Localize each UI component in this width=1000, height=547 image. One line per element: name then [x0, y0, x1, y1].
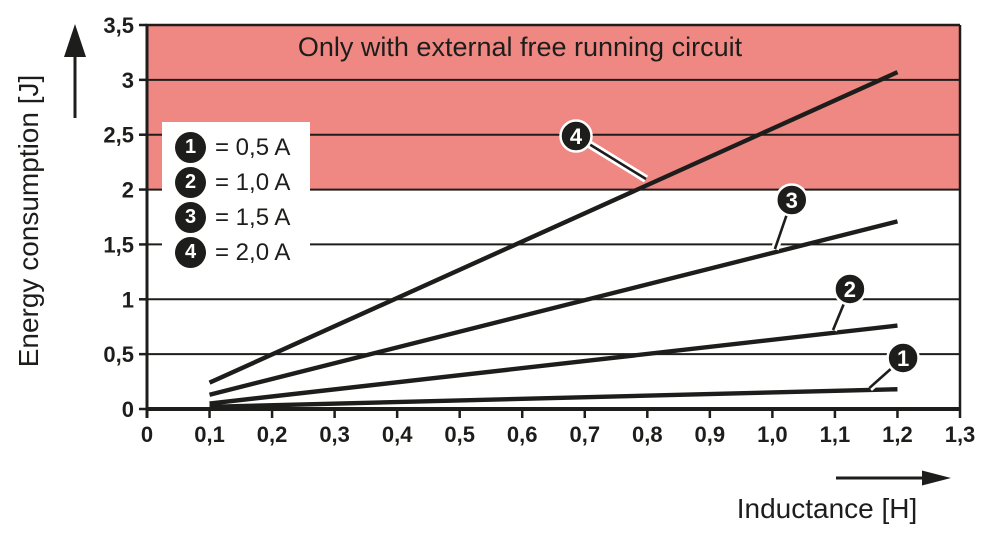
y-axis-title: Energy consumption [J] — [13, 74, 44, 368]
y-tick-label: 2,5 — [103, 123, 134, 148]
x-tick-label: 0,3 — [319, 422, 350, 447]
legend-item-2: 2 = 1,0 A — [175, 167, 310, 198]
callout-circle-icon — [833, 272, 867, 306]
y-tick-label: 0 — [122, 397, 134, 422]
series-2-marker-icon: 2 — [175, 167, 206, 198]
x-tick-label: 0,5 — [444, 422, 475, 447]
y-tick-label: 1,5 — [103, 232, 134, 257]
legend-label-1: = 0,5 A — [215, 133, 291, 161]
y-tick-label: 1 — [122, 287, 134, 312]
legend-item-4: 4 = 2,0 A — [175, 237, 310, 268]
y-axis-arrow-icon — [64, 24, 86, 118]
series-line-3 — [209, 219, 898, 397]
callout-marker-2: 2 — [829, 272, 867, 332]
callout-circle-icon — [775, 183, 809, 217]
x-tick-label: 0,2 — [257, 422, 288, 447]
legend-item-1: 1 = 0,5 A — [175, 132, 310, 163]
x-tick-label: 1,0 — [757, 422, 788, 447]
y-tick-label: 3,5 — [103, 13, 134, 38]
x-tick-label: 0,8 — [632, 422, 663, 447]
callout-marker-4: 4 — [559, 119, 649, 183]
x-tick-label: 0,9 — [695, 422, 726, 447]
callout-circle-icon — [886, 341, 920, 375]
callout-circle-icon — [559, 119, 593, 153]
x-tick-label: 1,3 — [945, 422, 976, 447]
legend-item-3: 3 = 1,5 A — [175, 202, 310, 233]
y-tick-label: 0,5 — [103, 342, 134, 367]
callout-marker-1: 1 — [866, 341, 920, 392]
legend-label-4: = 2,0 A — [215, 238, 291, 266]
callout-number: 1 — [897, 346, 909, 371]
legend: 1 = 0,5 A 2 = 1,0 A 3 = 1,5 A 4 = 2,0 A — [162, 122, 310, 277]
y-tick-label: 2 — [122, 178, 134, 203]
x-axis-title: Inductance [H] — [736, 493, 918, 524]
series-line-2 — [209, 323, 898, 406]
series-4-marker-icon: 4 — [175, 237, 206, 268]
callout-number: 2 — [844, 277, 856, 302]
callout-number: 3 — [786, 188, 798, 213]
chart-title: Only with external free running circuit — [297, 32, 743, 62]
x-tick-label: 1,2 — [882, 422, 913, 447]
callout-marker-3: 3 — [771, 183, 809, 251]
x-tick-label: 0,1 — [194, 422, 225, 447]
series-line-1 — [209, 387, 898, 410]
x-tick-label: 0,4 — [382, 422, 413, 447]
series-3-marker-icon: 3 — [175, 202, 206, 233]
series-1-marker-icon: 1 — [175, 132, 206, 163]
x-tick-label: 0 — [141, 422, 153, 447]
x-axis-arrow-icon — [836, 470, 951, 486]
callout-number: 4 — [570, 124, 583, 149]
legend-label-3: = 1,5 A — [215, 203, 291, 231]
x-tick-label: 0,6 — [507, 422, 538, 447]
y-tick-label: 3 — [122, 68, 134, 93]
legend-label-2: = 1,0 A — [215, 168, 291, 196]
x-tick-label: 0,7 — [569, 422, 600, 447]
x-tick-label: 1,1 — [820, 422, 851, 447]
series-line-4 — [208, 70, 899, 385]
